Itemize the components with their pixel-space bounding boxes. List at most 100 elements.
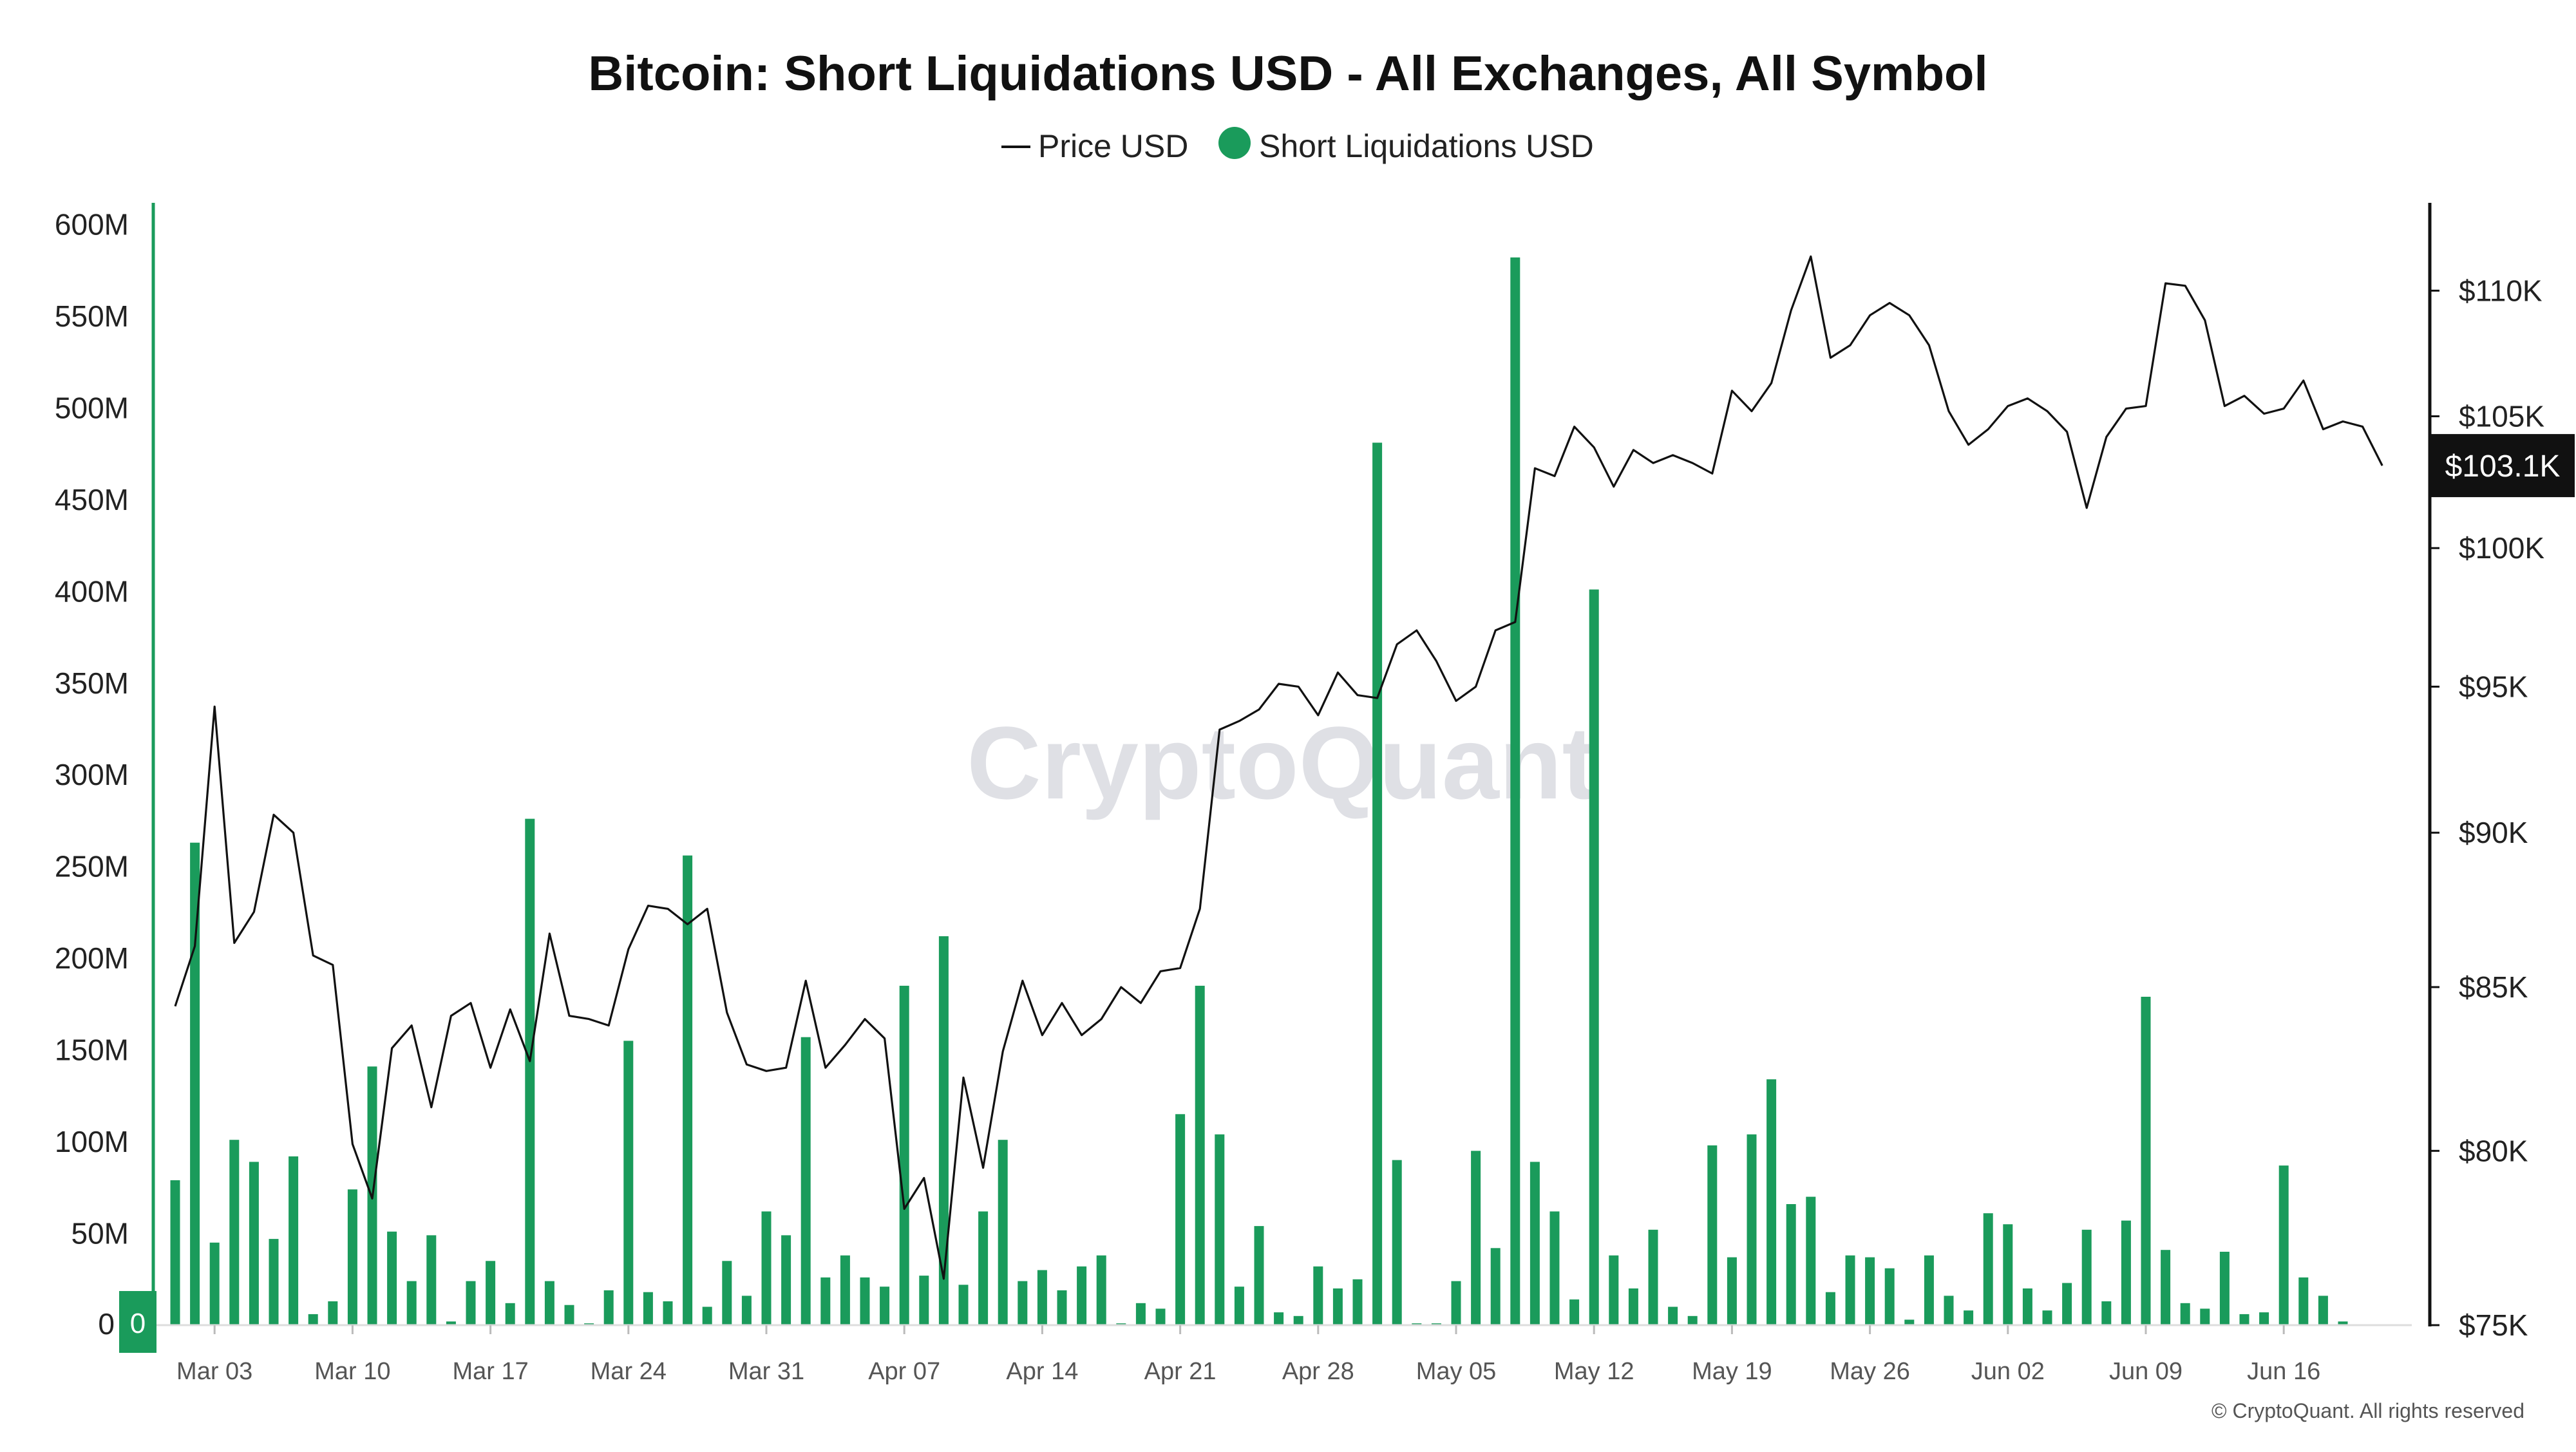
short-liq-bar bbox=[190, 842, 200, 1325]
short-liq-bar bbox=[1648, 1229, 1658, 1325]
short-liq-bar bbox=[486, 1261, 496, 1325]
short-liq-bar bbox=[387, 1231, 397, 1325]
short-liq-bar bbox=[1215, 1134, 1225, 1325]
short-liq-bar bbox=[1471, 1151, 1481, 1325]
short-liq-bar bbox=[1628, 1288, 1638, 1325]
short-liq-bar bbox=[446, 1321, 456, 1325]
x-tick-label: Mar 17 bbox=[452, 1358, 528, 1385]
short-liq-bar bbox=[170, 1180, 180, 1325]
right-tick-label: $100K bbox=[2459, 531, 2544, 565]
right-tick-label: $85K bbox=[2459, 970, 2528, 1004]
short-liq-bar bbox=[2101, 1301, 2112, 1325]
x-tick-label: Mar 24 bbox=[591, 1358, 667, 1385]
short-liq-bar bbox=[1865, 1257, 1875, 1325]
short-liq-bar bbox=[2042, 1310, 2052, 1325]
short-liq-bar bbox=[406, 1281, 417, 1325]
x-tick-label: May 12 bbox=[1554, 1358, 1634, 1385]
x-tick-label: Jun 09 bbox=[2109, 1358, 2183, 1385]
short-liq-bar bbox=[899, 985, 909, 1325]
short-liq-bar bbox=[1096, 1255, 1106, 1325]
short-liq-bar bbox=[229, 1140, 240, 1325]
left-tick-label: 600M bbox=[55, 208, 129, 241]
short-liq-bar bbox=[2022, 1288, 2032, 1325]
short-liq-bar bbox=[2121, 1220, 2131, 1325]
short-liq-bar bbox=[1884, 1268, 1895, 1325]
x-tick-label: Mar 03 bbox=[176, 1358, 252, 1385]
short-liq-bar bbox=[1668, 1306, 1678, 1325]
x-tick-label: Apr 21 bbox=[1144, 1358, 1217, 1385]
short-liq-bar bbox=[643, 1292, 653, 1325]
short-liq-bar bbox=[525, 818, 535, 1325]
short-liq-bar bbox=[564, 1305, 574, 1325]
copyright: © CryptoQuant. All rights reserved bbox=[2211, 1399, 2524, 1422]
short-liq-bar bbox=[1549, 1211, 1560, 1325]
short-liq-bar bbox=[2219, 1252, 2230, 1325]
right-tick-label: $80K bbox=[2459, 1134, 2528, 1167]
right-axis-ticks: $75K $80K $85K $90K $95K $100K $105K $110K bbox=[2430, 274, 2544, 1342]
left-tick-label: 150M bbox=[55, 1033, 129, 1067]
x-tick-label: Mar 31 bbox=[728, 1358, 804, 1385]
left-tick-label: 400M bbox=[55, 574, 129, 608]
short-liq-bar bbox=[1904, 1319, 1915, 1325]
short-liq-bar bbox=[1530, 1162, 1540, 1325]
short-liq-bar bbox=[880, 1287, 890, 1325]
short-liq-bar bbox=[426, 1235, 437, 1325]
short-liq-bar bbox=[1845, 1255, 1855, 1325]
short-liq-bar bbox=[702, 1306, 712, 1325]
short-liq-bar bbox=[1490, 1248, 1501, 1325]
x-tick-label: Apr 07 bbox=[868, 1358, 940, 1385]
short-liq-bar bbox=[1274, 1312, 1284, 1325]
short-liq-bar bbox=[958, 1285, 969, 1325]
short-liq-bar bbox=[2318, 1296, 2328, 1325]
short-liq-bar bbox=[1372, 442, 1383, 1325]
left-tick-label: 350M bbox=[55, 666, 129, 700]
x-tick-label: Jun 16 bbox=[2247, 1358, 2320, 1385]
legend-price-label[interactable]: Price USD bbox=[1038, 128, 1188, 164]
short-liq-bar bbox=[2062, 1283, 2072, 1325]
watermark: CryptoQuant bbox=[967, 705, 1596, 820]
right-tick-label: $95K bbox=[2459, 670, 2528, 703]
short-liq-bar bbox=[1018, 1281, 1028, 1325]
short-liq-bar bbox=[860, 1277, 870, 1325]
legend-short-liq-marker bbox=[1218, 127, 1251, 159]
short-liq-bar bbox=[308, 1314, 318, 1325]
x-axis-ticks: Mar 03 Mar 10 Mar 17 Mar 24 Mar 31 Apr 07 Apr … bbox=[176, 1325, 2320, 1385]
short-liq-bar bbox=[347, 1189, 357, 1325]
left-tick-label: 200M bbox=[55, 941, 129, 975]
zero-value-badge: 0 bbox=[119, 1291, 156, 1353]
short-liq-bar bbox=[209, 1242, 220, 1325]
short-liq-bar bbox=[2298, 1277, 2309, 1325]
short-liq-bar bbox=[1451, 1281, 1461, 1325]
short-liq-bar bbox=[1175, 1114, 1186, 1325]
short-liq-bar bbox=[1234, 1287, 1244, 1325]
x-tick-label: Jun 02 bbox=[1971, 1358, 2045, 1385]
short-liq-bar bbox=[1569, 1299, 1580, 1325]
short-liq-bar bbox=[2259, 1312, 2269, 1325]
short-liq-bar bbox=[938, 936, 949, 1325]
short-liq-bar bbox=[249, 1162, 259, 1325]
short-liq-bar bbox=[1352, 1279, 1363, 1325]
legend-short-liq-label[interactable]: Short Liquidations USD bbox=[1259, 128, 1594, 164]
short-liq-bar bbox=[1293, 1315, 1303, 1325]
short-liq-bar bbox=[1254, 1226, 1264, 1325]
short-liq-bar bbox=[1077, 1266, 1087, 1325]
legend[interactable]: Price USD Short Liquidations USD bbox=[1001, 127, 1594, 164]
short-liq-bar bbox=[2200, 1308, 2210, 1325]
short-liq-bar bbox=[1313, 1266, 1323, 1325]
short-liq-bar bbox=[269, 1239, 279, 1325]
chart-title: Bitcoin: Short Liquidations USD - All Ex… bbox=[588, 46, 1987, 101]
left-tick-label: 0 bbox=[98, 1307, 115, 1341]
short-liq-bar bbox=[2338, 1321, 2348, 1325]
x-tick-label: May 05 bbox=[1416, 1358, 1497, 1385]
last-price-flag: $103.1K bbox=[2430, 434, 2575, 498]
short-liq-bar bbox=[820, 1277, 831, 1325]
short-liq-bar bbox=[741, 1296, 752, 1325]
short-liq-bar bbox=[781, 1235, 791, 1325]
short-liq-bar bbox=[998, 1140, 1008, 1325]
left-tick-label: 300M bbox=[55, 758, 129, 791]
left-tick-label: 250M bbox=[55, 850, 129, 883]
right-tick-label: $110K bbox=[2459, 274, 2543, 307]
left-axis-ticks: 50M 100M 150M 200M 250M 300M 350M 400M 450M 500M 5… bbox=[55, 208, 129, 1341]
price-line bbox=[174, 255, 2383, 1280]
short-liq-bar bbox=[2239, 1314, 2249, 1325]
